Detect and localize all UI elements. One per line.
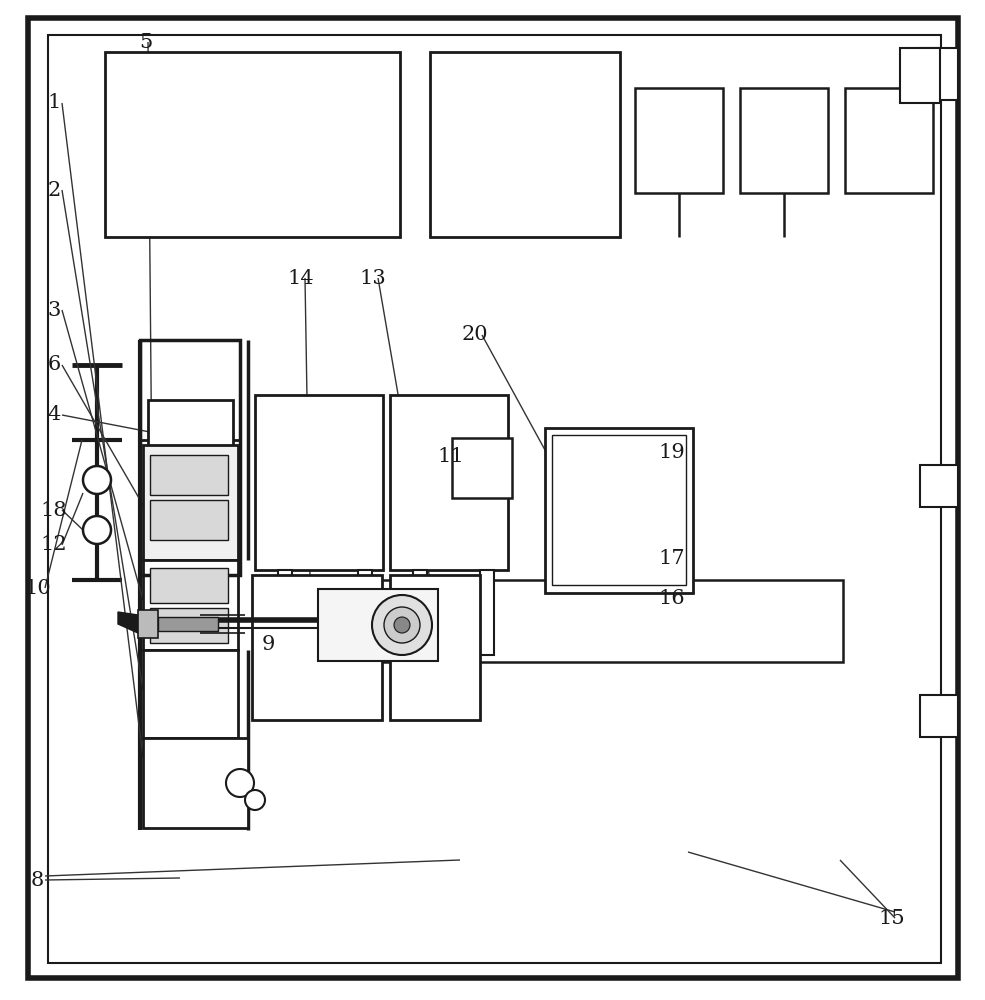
Bar — [150, 568, 228, 603]
Circle shape — [83, 466, 111, 494]
Bar — [845, 88, 933, 193]
Bar — [552, 435, 686, 585]
Text: 2: 2 — [47, 180, 61, 200]
Text: 16: 16 — [658, 588, 686, 607]
Bar — [138, 610, 158, 638]
Text: 6: 6 — [47, 356, 61, 374]
Bar — [255, 395, 383, 570]
Bar — [143, 445, 238, 560]
Bar — [480, 570, 494, 655]
Bar — [143, 738, 248, 828]
Text: 9: 9 — [261, 636, 275, 654]
Text: 17: 17 — [658, 548, 686, 568]
Circle shape — [394, 617, 410, 633]
Bar — [148, 400, 233, 575]
Circle shape — [226, 769, 254, 797]
Bar — [140, 340, 240, 575]
Circle shape — [384, 607, 420, 643]
Text: 12: 12 — [40, 536, 68, 554]
Text: 5: 5 — [139, 32, 153, 51]
Bar — [158, 617, 218, 631]
Circle shape — [245, 790, 265, 810]
Bar — [318, 589, 438, 661]
Text: 13: 13 — [359, 268, 386, 288]
Polygon shape — [118, 612, 138, 633]
Bar — [358, 570, 372, 655]
Text: 11: 11 — [437, 446, 465, 466]
Text: 10: 10 — [24, 578, 51, 597]
Bar — [150, 500, 228, 540]
Bar — [920, 695, 958, 737]
Text: 1: 1 — [47, 94, 61, 112]
Text: 8: 8 — [31, 870, 44, 890]
Bar — [920, 48, 958, 100]
Bar — [390, 395, 508, 570]
Bar — [452, 438, 512, 498]
Text: 14: 14 — [287, 268, 314, 288]
Circle shape — [372, 595, 432, 655]
Bar — [275, 580, 843, 662]
Text: 19: 19 — [658, 442, 686, 462]
Bar — [545, 428, 693, 593]
Bar — [390, 575, 480, 720]
Bar — [413, 570, 427, 655]
Bar — [635, 88, 723, 193]
Text: 18: 18 — [40, 500, 68, 520]
Text: 3: 3 — [47, 300, 61, 320]
Bar — [105, 52, 400, 237]
Bar — [920, 465, 958, 507]
Text: 15: 15 — [878, 908, 905, 928]
Circle shape — [83, 516, 111, 544]
Bar — [740, 88, 828, 193]
Bar — [278, 570, 292, 655]
Bar — [430, 52, 620, 237]
Text: 4: 4 — [47, 406, 61, 424]
Bar — [143, 560, 238, 650]
Text: 20: 20 — [461, 326, 489, 344]
Bar — [143, 650, 238, 738]
Bar — [252, 575, 382, 720]
Bar — [900, 48, 940, 103]
Bar — [150, 455, 228, 495]
Bar — [150, 608, 228, 643]
